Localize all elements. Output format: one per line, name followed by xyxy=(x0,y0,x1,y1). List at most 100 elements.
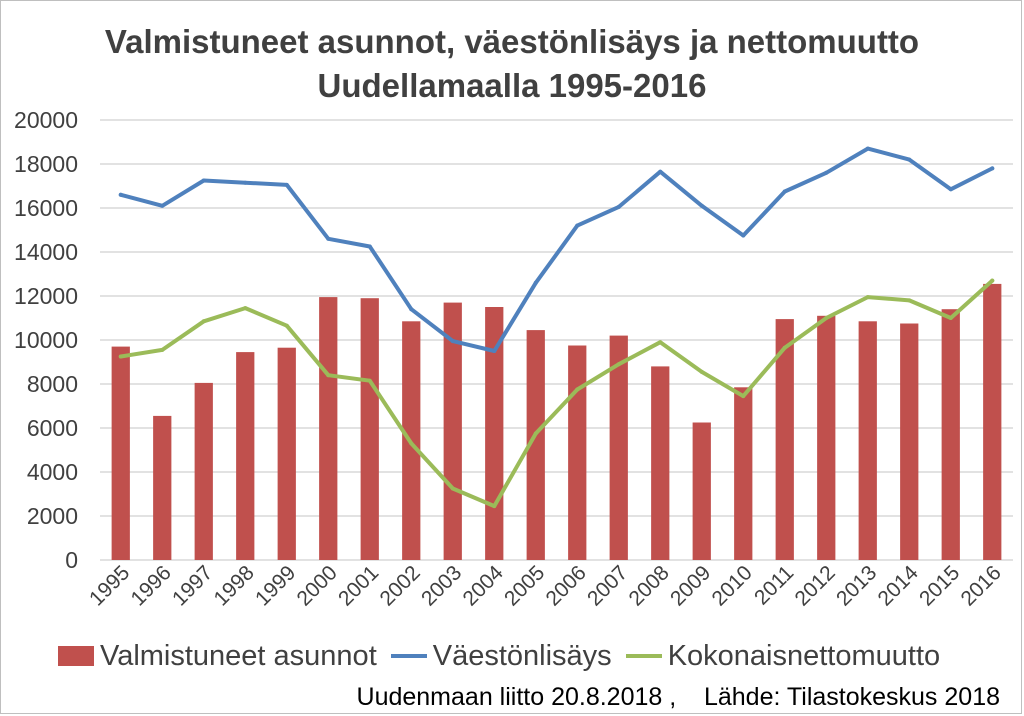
point-vaestonlisays xyxy=(907,157,912,162)
point-vaestonlisays xyxy=(990,166,995,171)
x-tick-label: 2001 xyxy=(334,561,383,610)
chart-title-line2: Uudellamaalla 1995-2016 xyxy=(317,67,707,104)
y-tick-label: 14000 xyxy=(14,239,78,265)
point-vaestonlisays xyxy=(658,169,663,174)
point-kokonaisnettomuutto xyxy=(782,345,787,350)
x-tick-label: 2009 xyxy=(666,561,715,610)
point-vaestonlisays xyxy=(160,203,165,208)
bar-valmistuneet-asunnot xyxy=(526,330,545,560)
point-kokonaisnettomuutto xyxy=(284,323,289,328)
bar-valmistuneet-asunnot xyxy=(277,347,296,560)
point-kokonaisnettomuutto xyxy=(243,306,248,311)
y-tick-label: 10000 xyxy=(14,327,78,353)
bar-valmistuneet-asunnot xyxy=(858,321,877,560)
point-kokonaisnettomuutto xyxy=(533,431,538,436)
point-kokonaisnettomuutto xyxy=(907,298,912,303)
x-tick-label: 1997 xyxy=(168,561,217,610)
bar-valmistuneet-asunnot xyxy=(111,346,130,560)
point-vaestonlisays xyxy=(243,180,248,185)
point-vaestonlisays xyxy=(367,244,372,249)
bar-valmistuneet-asunnot xyxy=(900,323,919,560)
bar-valmistuneet-asunnot xyxy=(734,387,753,560)
x-tick-label: 2000 xyxy=(292,561,341,610)
bar-valmistuneet-asunnot xyxy=(319,297,338,560)
point-kokonaisnettomuutto xyxy=(326,373,331,378)
y-tick-label: 18000 xyxy=(14,151,78,177)
legend-swatch-bar xyxy=(58,646,94,666)
x-tick-label: 2013 xyxy=(832,561,881,610)
bar-valmistuneet-asunnot xyxy=(941,309,960,560)
point-kokonaisnettomuutto xyxy=(741,394,746,399)
x-tick-label: 1995 xyxy=(85,561,134,610)
point-kokonaisnettomuutto xyxy=(699,369,704,374)
y-tick-label: 2000 xyxy=(27,503,78,529)
y-tick-label: 6000 xyxy=(27,415,78,441)
legend-item-kokonaisnettomuutto: Kokonaisnettomuutto xyxy=(625,639,941,673)
series-line-vaestonlisays xyxy=(118,146,995,353)
legend-label-kokonaisnettomuutto: Kokonaisnettomuutto xyxy=(667,639,941,672)
x-tick-label: 2012 xyxy=(790,561,839,610)
bar-valmistuneet-asunnot xyxy=(443,302,462,560)
point-vaestonlisays xyxy=(409,307,414,312)
bar-valmistuneet-asunnot xyxy=(568,345,587,560)
bar-valmistuneet-asunnot xyxy=(692,422,711,560)
bar-valmistuneet-asunnot xyxy=(153,415,172,560)
point-vaestonlisays xyxy=(118,192,123,197)
legend-item-vaestonlisays: Väestönlisäys xyxy=(390,640,612,673)
x-tick-label: 2008 xyxy=(624,561,673,610)
chart-title-line1: Valmistuneet asunnot, väestönlisäys ja n… xyxy=(104,23,920,60)
point-vaestonlisays xyxy=(492,349,497,353)
point-vaestonlisays xyxy=(699,203,704,208)
x-tick-label: 1998 xyxy=(209,561,258,610)
y-tick-label: 16000 xyxy=(14,195,78,221)
chart-plot-area: 0 2000 4000 6000 8000 10000 12000 14000 16000 180… xyxy=(14,107,1013,611)
point-vaestonlisays xyxy=(284,182,289,187)
legend-swatch-line-vaestonlisays xyxy=(390,654,427,658)
x-tick-label: 2003 xyxy=(417,561,466,610)
legend-swatch-line-kokonaisnettomuutto xyxy=(625,654,662,658)
point-vaestonlisays xyxy=(201,178,206,183)
x-tick-label: 2015 xyxy=(915,561,964,610)
point-vaestonlisays xyxy=(824,170,829,175)
bar-valmistuneet-asunnot xyxy=(194,382,213,560)
point-vaestonlisays xyxy=(865,146,870,151)
point-kokonaisnettomuutto xyxy=(616,362,621,367)
bar-valmistuneet-asunnot xyxy=(651,366,670,560)
x-tick-label: 2014 xyxy=(873,561,923,611)
x-tick-label: 1996 xyxy=(126,561,175,610)
x-tick-label: 2011 xyxy=(750,561,798,609)
point-kokonaisnettomuutto xyxy=(990,278,995,283)
point-kokonaisnettomuutto xyxy=(118,354,123,359)
bar-valmistuneet-asunnot xyxy=(983,283,1002,560)
point-kokonaisnettomuutto xyxy=(824,316,829,320)
bar-valmistuneet-asunnot xyxy=(236,352,255,560)
bar-valmistuneet-asunnot xyxy=(775,319,794,560)
x-tick-label: 2002 xyxy=(375,561,424,610)
bar-valmistuneet-asunnot xyxy=(360,298,379,560)
point-kokonaisnettomuutto xyxy=(409,441,414,446)
legend-item-valmistuneet-asunnot: Valmistuneet asunnot xyxy=(58,640,377,673)
x-tick-label: 2016 xyxy=(956,561,1005,610)
point-kokonaisnettomuutto xyxy=(865,295,870,300)
point-vaestonlisays xyxy=(575,223,580,228)
point-vaestonlisays xyxy=(741,233,746,238)
point-vaestonlisays xyxy=(616,204,621,209)
bar-valmistuneet-asunnot xyxy=(485,307,504,560)
point-vaestonlisays xyxy=(326,236,331,241)
point-kokonaisnettomuutto xyxy=(492,504,497,509)
series-line-kokonaisnettomuutto xyxy=(118,278,995,509)
x-tick-label: 1999 xyxy=(251,561,300,610)
bar-valmistuneet-asunnot xyxy=(609,335,628,560)
y-tick-label: 20000 xyxy=(14,107,78,133)
y-tick-label: 4000 xyxy=(27,459,78,485)
point-vaestonlisays xyxy=(533,280,538,285)
point-kokonaisnettomuutto xyxy=(948,316,953,320)
point-vaestonlisays xyxy=(782,189,787,194)
x-tick-label: 2010 xyxy=(707,561,756,610)
point-kokonaisnettomuutto xyxy=(160,347,165,352)
source-note: Uudenmaan liitto 20.8.2018 , Lähde: Tila… xyxy=(356,683,1000,711)
point-kokonaisnettomuutto xyxy=(575,387,580,392)
x-tick-label: 2005 xyxy=(500,561,549,610)
point-vaestonlisays xyxy=(948,187,953,192)
x-tick-label: 2004 xyxy=(458,561,508,611)
